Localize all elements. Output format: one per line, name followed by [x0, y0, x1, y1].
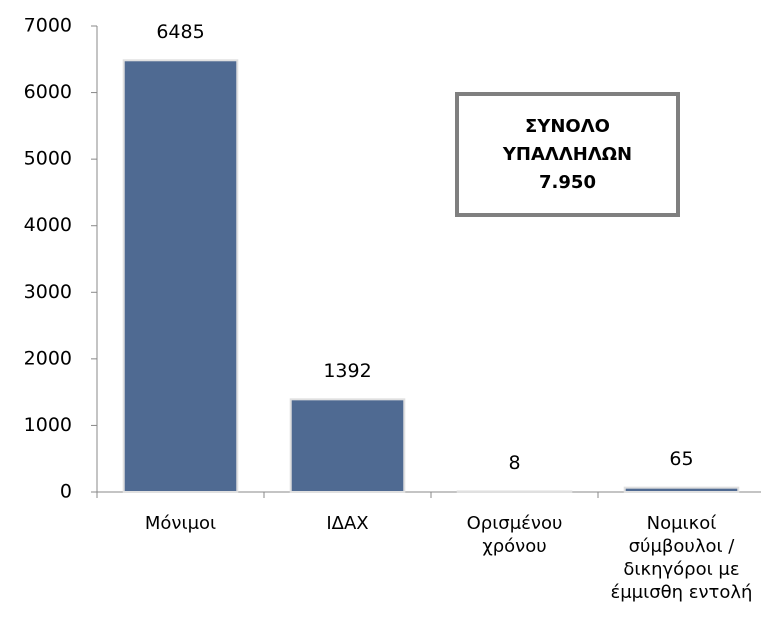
annotation-box: ΣΥΝΟΛΟ ΥΠΑΛΛΗΛΩΝ 7.950: [455, 92, 680, 217]
bar: [623, 486, 740, 493]
y-tick-label: 3000: [24, 281, 72, 303]
y-tick-label: 2000: [24, 347, 72, 369]
bar: [456, 490, 573, 494]
bar: [122, 59, 239, 494]
y-tick-label: 7000: [24, 15, 72, 37]
y-tick-label: 0: [60, 481, 72, 503]
y-tick-label: 4000: [24, 214, 72, 236]
y-tick-label: 6000: [24, 81, 72, 103]
value-label: 8: [508, 452, 520, 474]
x-tick-label: Ορισμένου χρόνου: [466, 513, 563, 557]
x-tick-label: Μόνιμοι: [144, 513, 217, 534]
value-label: 6485: [156, 21, 204, 43]
value-label: 1392: [323, 360, 371, 382]
bar: [289, 398, 406, 494]
annotation: ΣΥΝΟΛΟ ΥΠΑΛΛΗΛΩΝ 7.950: [502, 115, 633, 193]
x-tick-label: Νομικοί σύμβουλοι / δικηγόροι με έμμισθη…: [610, 513, 753, 603]
x-tick-label: ΙΔΑΧ: [326, 513, 369, 534]
y-tick-label: 1000: [24, 414, 72, 436]
y-tick-label: 5000: [24, 148, 72, 170]
value-label: 65: [669, 448, 693, 470]
